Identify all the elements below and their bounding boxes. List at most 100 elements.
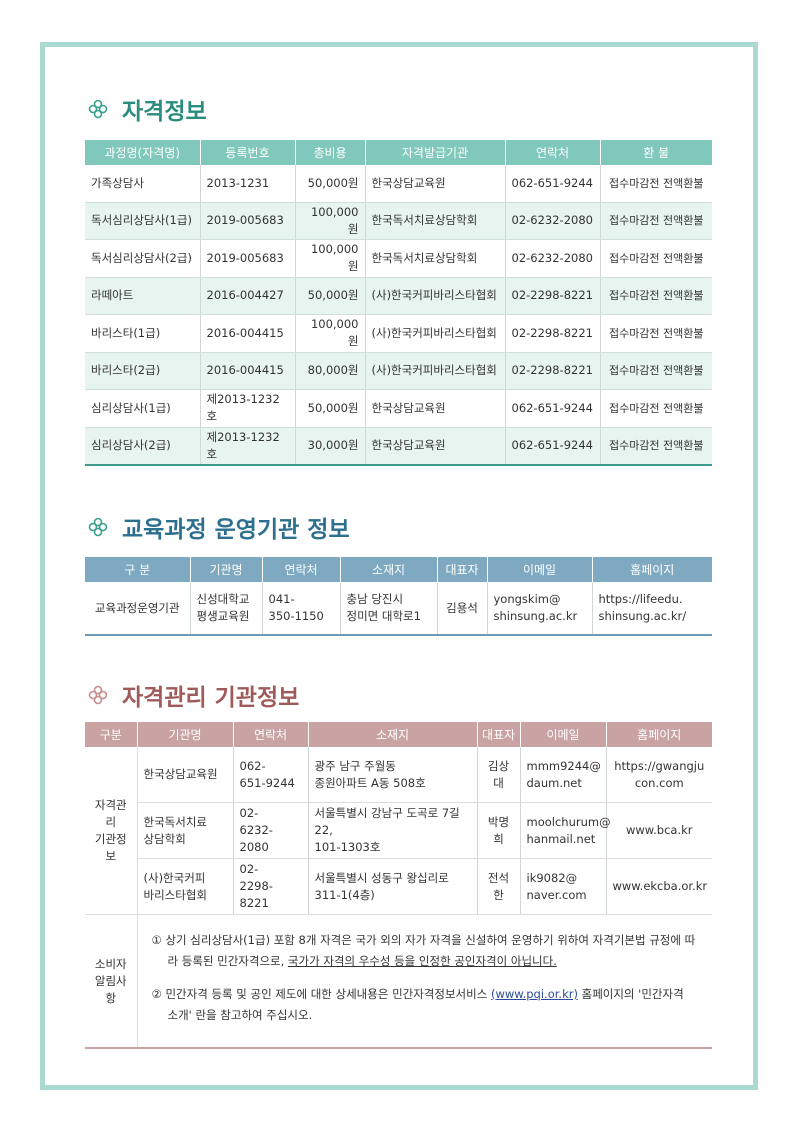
table-cell: 바리스타(2급) [85, 352, 200, 390]
table-row: 교육과정운영기관 신성대학교 평생교육원 041- 350-1150 충남 당진시 정… [85, 582, 712, 635]
management-table: 구분 기관명 연락처 소재지 대표자 이메일 홈페이지 자격관리 기관정보 한국상담교육원 062… [85, 722, 712, 1049]
notice-text: ② 민간자격 등록 및 공인 제도에 대한 상세내용은 민간자격정보서비스 [151, 987, 491, 1001]
header-row: 구분 기관명 연락처 소재지 대표자 이메일 홈페이지 [85, 722, 712, 747]
table-cell: (사)한국커피바리스타협회 [364, 314, 505, 353]
table-cell: 2013-1231 [199, 165, 295, 203]
table-row: 바리스타(2급) 2016-004415 80,000원 (사)한국커피바리스타협회 0… [85, 352, 712, 390]
table-cell: 가족상담사 [85, 165, 200, 203]
table-cell: www.ekcba.or.kr [605, 858, 712, 915]
table-cell: 접수마감전 전액환불 [599, 427, 712, 466]
flower-icon [88, 685, 108, 705]
header-cell: 총비용 [294, 140, 365, 165]
table-cell: ik9082@ naver.com [519, 858, 606, 915]
table-cell: 02-2298-8221 [504, 352, 600, 390]
table-row: 가족상담사 2013-1231 50,000원 한국상담교육원 062-651-9244… [85, 165, 712, 203]
table-cell: 박명희 [476, 802, 520, 859]
table-cell: 접수마감전 전액환불 [599, 389, 712, 428]
header-cell: 기관명 [189, 557, 262, 582]
table-cell: 02-6232-2080 [504, 202, 600, 240]
table-cell: 심리상담사(2급) [85, 427, 200, 466]
qualification-table: 과정명(자격명) 등록번호 총비용 자격발급기관 연락처 환 불 가족상담사 2013-123… [85, 140, 712, 466]
table-cell: 2016-004415 [199, 314, 295, 353]
table-row: 자격관리 기관정보 한국상담교육원 062- 651-9244 광주 남구 주월동 종… [85, 747, 712, 915]
table-row: 독서심리상담사(1급) 2019-005683 100,000원 한국독서치료상담학회… [85, 202, 712, 240]
section-title: 교육과정 운영기관 정보 [88, 510, 350, 544]
table-cell: 100,000원 [294, 202, 365, 240]
notice-text: 홈페이지의 '민간자격 소개' 란을 참고하여 주십시오. [167, 987, 684, 1022]
table-row: 한국독서치료 상담학회 02- 6232-2080 서울특별시 강남구 도곡로 7길… [85, 802, 712, 859]
group-label: 자격관리 기관정보 [85, 747, 138, 915]
table-cell: 교육과정운영기관 [94, 600, 180, 615]
table-cell: 02- 2298-8221 [232, 858, 308, 915]
table-cell: 김상대 [476, 747, 520, 803]
table-cell: 전석한 [476, 858, 520, 915]
header-cell: 홈페이지 [591, 557, 712, 582]
table-cell: 2019-005683 [199, 239, 295, 278]
table-cell: 062- 651-9244 [232, 747, 308, 803]
table-cell: 접수마감전 전액환불 [599, 202, 712, 240]
header-cell: 연락처 [232, 722, 308, 747]
header-cell: 기관명 [136, 722, 233, 747]
table-cell: 한국상담교육원 [364, 165, 505, 203]
title-text: 자격관리 기관정보 [122, 685, 300, 711]
notice-item: ② 민간자격 등록 및 공인 제도에 대한 상세내용은 민간자격정보서비스 (w… [152, 984, 697, 1026]
table-cell: www.bca.kr [605, 802, 712, 859]
table-row: (사)한국커피 바리스타협회 02- 2298-8221 서울특별시 성동구 왕십리… [85, 858, 712, 915]
table-cell: 50,000원 [294, 165, 365, 203]
table-cell: 100,000원 [294, 314, 365, 353]
table-cell: 02-6232-2080 [504, 239, 600, 278]
table-cell: 041- 350-1150 [261, 582, 340, 635]
table-cell: 02-2298-8221 [504, 314, 600, 353]
header-cell: 구 분 [124, 563, 151, 577]
table-cell: (사)한국커피바리스타협회 [364, 352, 505, 390]
table-cell: 서울특별시 성동구 왕십리로 311-1(4층) [307, 858, 477, 915]
table-cell: 김용석 [436, 582, 487, 635]
header-cell: 이메일 [519, 722, 606, 747]
table-cell: 접수마감전 전액환불 [599, 352, 712, 390]
table-cell: 한국독서치료상담학회 [364, 202, 505, 240]
flower-icon [88, 99, 108, 119]
table-cell: 062-651-9244 [504, 389, 600, 428]
table-cell: 한국상담교육원 [364, 389, 505, 428]
table-cell: 접수마감전 전액환불 [599, 239, 712, 278]
notice-emphasis: 국가가 자격의 우수성 등을 인정한 공인자격이 아닙니다. [287, 954, 557, 968]
table-cell: 충남 당진시 정미면 대학로1 [339, 582, 437, 635]
header-cell: 이메일 [486, 557, 592, 582]
header-row: 과정명(자격명) 등록번호 총비용 자격발급기관 연락처 환 불 [85, 140, 712, 165]
table-cell: 독서심리상담사(1급) [85, 202, 200, 240]
table-cell: (사)한국커피 바리스타협회 [137, 858, 233, 915]
header-cell: 소재지 [307, 722, 477, 747]
table-cell: 라떼아트 [85, 277, 200, 315]
table-cell: 한국상담교육원 [136, 747, 233, 803]
table-cell: 접수마감전 전액환불 [599, 165, 712, 203]
table-cell: moolchurum@ hanmail.net [519, 802, 611, 859]
table-cell: 한국상담교육원 [364, 427, 505, 466]
notice-label: 소비자 알림사항 [85, 914, 138, 1049]
header-cell: 등록번호 [199, 140, 295, 165]
table-cell: 80,000원 [294, 352, 365, 390]
notice-emphasis: (www.pqi.or.kr) [490, 987, 578, 1001]
table-cell: 접수마감전 전액환불 [599, 277, 712, 315]
header-cell: 소재지 [339, 557, 437, 582]
header-cell: 환 불 [599, 140, 712, 165]
table-row: 심리상담사(2급) 제2013-1232호 30,000원 한국상담교육원 062-65… [85, 427, 712, 466]
table-cell: 신성대학교 평생교육원 [189, 582, 262, 635]
table-cell: 제2013-1232호 [199, 427, 295, 466]
header-cell: 과정명(자격명) [104, 146, 181, 160]
table-cell: 광주 남구 주월동 종원아파트 A동 508호 [307, 747, 477, 803]
table-cell: 2019-005683 [199, 202, 295, 240]
table-cell: 062-651-9244 [504, 427, 600, 466]
title-text: 자격정보 [122, 99, 207, 125]
table-row: 바리스타(1급) 2016-004415 100,000원 (사)한국커피바리스타협회… [85, 314, 712, 353]
table-cell: 2016-004415 [199, 352, 295, 390]
table-cell: 100,000원 [294, 239, 365, 278]
notice-row: 소비자 알림사항 ① 상기 심리상담사(1급) 포함 8개 자격은 국가 외의 자… [85, 914, 712, 1049]
table-cell: 30,000원 [294, 427, 365, 466]
section-title: 자격정보 [88, 92, 207, 126]
table-cell: 50,000원 [294, 389, 365, 428]
title-text: 교육과정 운영기관 정보 [122, 517, 350, 543]
table-cell: 독서심리상담사(2급) [85, 239, 200, 278]
table-cell: 서울특별시 강남구 도곡로 7길 22, 101-1303호 [307, 802, 477, 859]
table-cell: (사)한국커피바리스타협회 [364, 277, 505, 315]
